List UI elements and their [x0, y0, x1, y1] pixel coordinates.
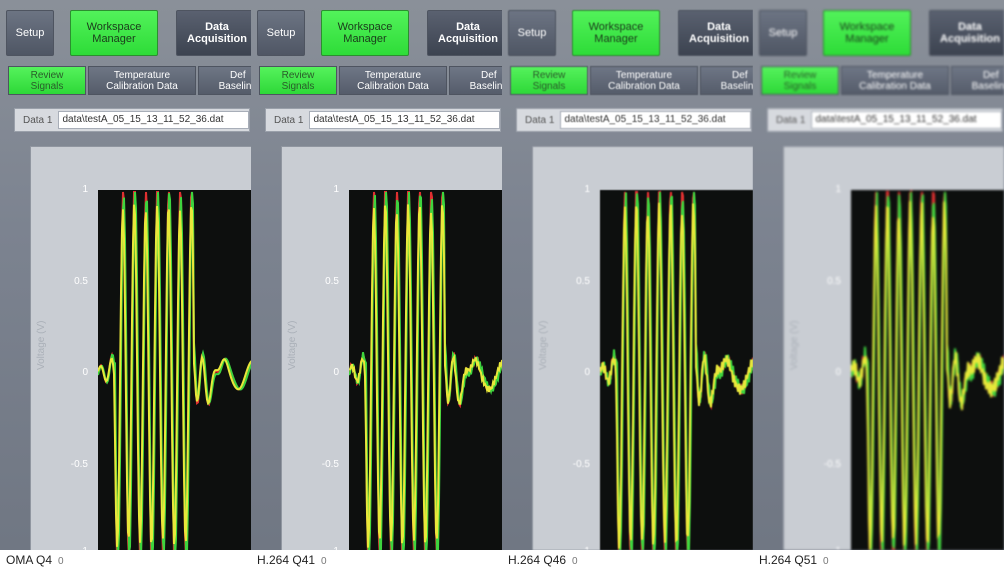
- tab-review-signals[interactable]: Review Signals: [8, 66, 86, 95]
- y-axis-label: Voltage (V): [789, 320, 800, 370]
- caption-text: OMA Q4: [6, 553, 53, 567]
- codec-caption: H.264 Q41 0: [251, 550, 502, 570]
- top-nav: Setup Workspace Manager Data Acquisition: [753, 0, 1004, 62]
- file-label: Data 1: [23, 114, 53, 126]
- setup-button[interactable]: Setup: [257, 10, 305, 56]
- data-acquisition-button[interactable]: Data Acquisition: [678, 10, 753, 56]
- tab-review-signals[interactable]: Review Signals: [259, 66, 337, 95]
- y-tick-0: 0: [835, 367, 841, 378]
- compression-panel-1: Setup Workspace Manager Data Acquisition…: [0, 0, 251, 570]
- y-axis-label: Voltage (V): [287, 320, 298, 370]
- codec-caption: OMA Q4 0: [0, 550, 251, 570]
- file-label: Data 1: [776, 114, 806, 126]
- y-tick-0.5: 0.5: [576, 276, 590, 287]
- voltage-waveform: [851, 190, 1004, 550]
- file-path-field[interactable]: data\testA_05_15_13_11_52_36.dat: [811, 111, 1002, 129]
- y-tick-1: 1: [584, 184, 590, 195]
- x-tick-0: 0: [58, 556, 64, 567]
- voltage-waveform: [600, 190, 753, 550]
- trace-yellow: [349, 204, 502, 548]
- file-selector: Data 1 data\testA_05_15_13_11_52_36.dat: [767, 108, 1003, 132]
- compression-panel-2: Setup Workspace Manager Data Acquisition…: [251, 0, 502, 570]
- y-tick-0.5: 0.5: [74, 276, 88, 287]
- y-tick-neg1: -1: [60, 546, 88, 550]
- voltage-waveform: [349, 191, 502, 550]
- setup-button[interactable]: Setup: [6, 10, 54, 56]
- y-axis-label: Voltage (V): [36, 320, 47, 370]
- data-acquisition-button[interactable]: Data Acquisition: [427, 10, 502, 56]
- tab-review-signals[interactable]: Review Signals: [510, 66, 588, 95]
- top-nav: Setup Workspace Manager Data Acquisition: [0, 0, 251, 62]
- y-tick-1: 1: [835, 184, 841, 195]
- compression-panel-3: Setup Workspace Manager Data Acquisition…: [502, 0, 753, 570]
- y-axis-label: Voltage (V): [538, 320, 549, 370]
- sub-nav: Review Signals Temperature Calibration D…: [502, 62, 753, 98]
- compression-panel-4: Setup Workspace Manager Data Acquisition…: [753, 0, 1004, 570]
- y-tick-0: 0: [333, 367, 339, 378]
- data-acquisition-button[interactable]: Data Acquisition: [929, 10, 1004, 56]
- workspace-manager-button[interactable]: Workspace Manager: [572, 10, 660, 56]
- x-tick-0: 0: [321, 556, 327, 567]
- y-tick-0.5: 0.5: [827, 276, 841, 287]
- setup-button[interactable]: Setup: [759, 10, 807, 56]
- file-selector: Data 1 data\testA_05_15_13_11_52_36.dat: [14, 108, 250, 132]
- y-tick-neg0.5: -0.5: [823, 459, 841, 470]
- sub-nav: Review Signals Temperature Calibration D…: [251, 62, 502, 98]
- x-tick-0: 0: [823, 556, 829, 567]
- y-tick-0.5: 0.5: [325, 276, 339, 287]
- y-tick-neg0.5: -0.5: [321, 459, 339, 470]
- data-acquisition-button[interactable]: Data Acquisition: [176, 10, 251, 56]
- tab-define-baseline[interactable]: Def Baseline: [951, 66, 1004, 95]
- file-label: Data 1: [274, 114, 304, 126]
- tab-temperature-calibration-data[interactable]: Temperature Calibration Data: [841, 66, 949, 95]
- y-tick-neg1: -1: [311, 546, 339, 550]
- tab-temperature-calibration-data[interactable]: Temperature Calibration Data: [88, 66, 196, 95]
- tab-review-signals[interactable]: Review Signals: [761, 66, 839, 95]
- caption-text: H.264 Q46: [508, 553, 567, 567]
- y-tick-neg0.5: -0.5: [70, 459, 88, 470]
- trace-yellow: [600, 202, 753, 549]
- file-path-field[interactable]: data\testA_05_15_13_11_52_36.dat: [560, 111, 751, 129]
- tab-temperature-calibration-data[interactable]: Temperature Calibration Data: [339, 66, 447, 95]
- y-tick-neg0.5: -0.5: [572, 459, 590, 470]
- trace-yellow: [851, 201, 1004, 550]
- setup-button[interactable]: Setup: [508, 10, 556, 56]
- trace-yellow: [98, 204, 251, 547]
- y-tick-neg1: -1: [562, 546, 590, 550]
- top-nav: Setup Workspace Manager Data Acquisition: [251, 0, 502, 62]
- file-path-field[interactable]: data\testA_05_15_13_11_52_36.dat: [58, 111, 249, 129]
- y-tick-1: 1: [333, 184, 339, 195]
- tab-temperature-calibration-data[interactable]: Temperature Calibration Data: [590, 66, 698, 95]
- workspace-manager-button[interactable]: Workspace Manager: [70, 10, 158, 56]
- file-path-field[interactable]: data\testA_05_15_13_11_52_36.dat: [309, 111, 500, 129]
- y-tick-0: 0: [584, 367, 590, 378]
- file-label: Data 1: [525, 114, 555, 126]
- tab-define-baseline[interactable]: Def Baseline: [449, 66, 502, 95]
- workspace-manager-button[interactable]: Workspace Manager: [321, 10, 409, 56]
- file-selector: Data 1 data\testA_05_15_13_11_52_36.dat: [265, 108, 501, 132]
- voltage-waveform: [98, 191, 251, 550]
- tab-define-baseline[interactable]: Def Baseline: [198, 66, 251, 95]
- codec-caption: H.264 Q51 0: [753, 550, 1004, 570]
- top-nav: Setup Workspace Manager Data Acquisition: [502, 0, 753, 62]
- caption-text: H.264 Q51: [759, 553, 818, 567]
- file-selector: Data 1 data\testA_05_15_13_11_52_36.dat: [516, 108, 752, 132]
- y-tick-1: 1: [82, 184, 88, 195]
- sub-nav: Review Signals Temperature Calibration D…: [753, 62, 1004, 98]
- y-tick-neg1: -1: [813, 546, 841, 550]
- tab-define-baseline[interactable]: Def Baseline: [700, 66, 753, 95]
- workspace-manager-button[interactable]: Workspace Manager: [823, 10, 911, 56]
- caption-text: H.264 Q41: [257, 553, 316, 567]
- x-tick-0: 0: [572, 556, 578, 567]
- sub-nav: Review Signals Temperature Calibration D…: [0, 62, 251, 98]
- y-tick-0: 0: [82, 367, 88, 378]
- codec-caption: H.264 Q46 0: [502, 550, 753, 570]
